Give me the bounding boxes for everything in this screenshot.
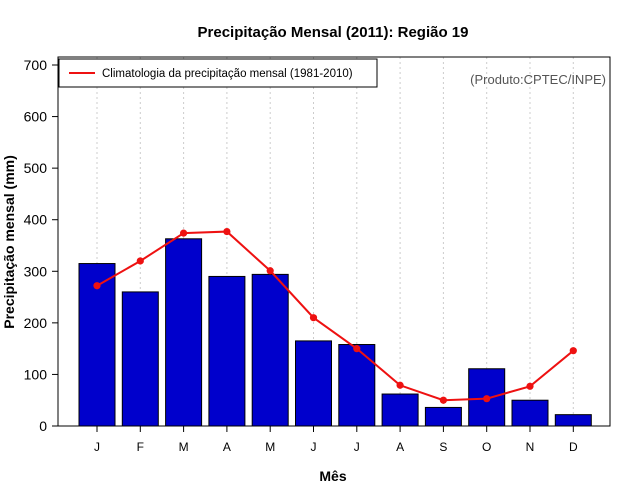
y-axis-label: Precipitação mensal (mm) [1,155,17,329]
bar-a-7 [381,393,419,427]
climatology-point [439,396,447,404]
bar-j-5 [295,340,332,427]
x-tick-label: D [569,440,578,454]
climatology-point [396,381,404,389]
x-tick-label: F [137,440,144,454]
climatology-point [136,257,144,265]
bar-s-8 [424,406,462,427]
chart-title: Precipitação Mensal (2011): Região 19 [198,24,469,41]
y-tick-label: 0 [39,418,47,434]
x-tick-label: O [482,440,491,454]
climatology-line [96,230,574,402]
y-tick-label: 300 [24,263,48,279]
climatology-point [223,227,231,236]
bar-d-11 [554,414,592,427]
bar-n-10 [511,399,549,427]
y-tick-label: 200 [24,315,48,331]
bar-j-6 [338,344,376,427]
bar-m-2 [165,238,203,427]
y-tick-label: 600 [24,109,48,125]
y-tick-label: 500 [24,160,48,176]
x-tick-label: J [354,440,360,454]
grid-lines [96,57,574,426]
climatology-point [266,267,274,275]
x-tick-label: S [439,440,447,454]
climatology-point [353,345,361,353]
source-note: (Produto:CPTEC/INPE) [470,72,606,87]
climatology-point [93,282,101,290]
x-tick-label: A [396,440,404,454]
x-tick-label: N [526,440,535,454]
bar-f-1 [121,291,159,427]
climatology-point [180,229,188,237]
climatology-point [569,347,577,355]
legend-label: Climatologia da precipitação mensal (198… [102,68,353,80]
x-axis-label: Mês [319,468,346,484]
climatology-point [309,314,318,322]
climatology-point [483,395,491,403]
legend-box [58,58,378,88]
legend: Climatologia da precipitação mensal (198… [58,58,378,88]
x-tick-label: J [311,440,317,454]
x-tick-label: J [94,440,100,454]
bar-m-4 [251,273,289,427]
bar-a-3 [208,275,246,427]
x-tick-label: M [265,440,275,454]
bars-group [78,238,592,427]
climatology-point [526,382,534,390]
x-tick-label: A [223,440,231,454]
y-axis: 0 100 200 300 400 500 600 700 [24,57,58,434]
plot-frame [57,56,611,427]
bar-j-0 [78,263,116,427]
x-tick-label: M [179,440,189,454]
y-tick-label: 700 [24,57,48,73]
y-tick-label: 400 [24,212,48,228]
climatology-line-group [93,227,577,404]
y-tick-label: 100 [24,366,48,382]
